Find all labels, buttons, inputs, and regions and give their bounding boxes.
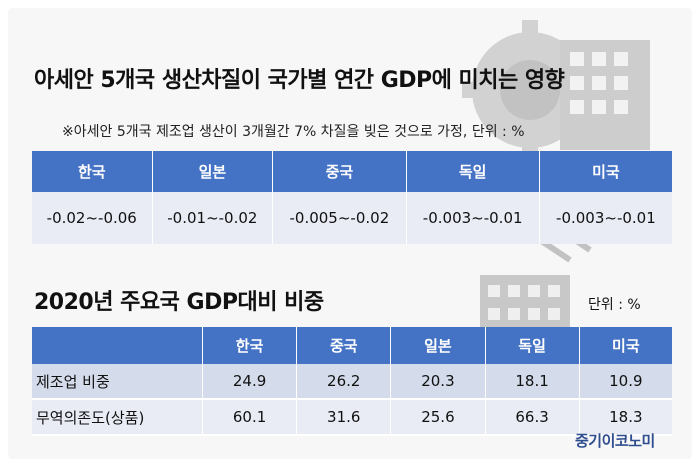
header-cell: 독일: [485, 327, 580, 364]
table-row: -0.02~-0.06 -0.01~-0.02 -0.005~-0.02 -0.…: [32, 192, 672, 244]
value-cell: 66.3: [485, 399, 580, 436]
table-row: 제조업 비중 24.9 26.2 20.3 18.1 10.9: [32, 364, 672, 400]
gdp-impact-table: 한국 일본 중국 독일 미국 -0.02~-0.06 -0.01~-0.02 -…: [32, 151, 672, 244]
value-cell: 60.1: [202, 399, 298, 436]
section1-note: ※아세안 5개국 제조업 생산이 3개월간 7% 차질을 빚은 것으로 가정, …: [62, 124, 525, 140]
header-cell: 일본: [390, 327, 486, 364]
factory-illustration-icon: [462, 20, 650, 335]
header-cell: 중국: [272, 151, 407, 192]
header-blank-cell: [32, 327, 203, 364]
header-cell: 미국: [539, 151, 672, 192]
header-cell: 독일: [406, 151, 540, 192]
row-label: 무역의존도(상품): [32, 399, 203, 436]
section2-title: 2020년 주요국 GDP대비 비중: [34, 290, 324, 315]
value-cell: 18.3: [579, 399, 672, 436]
value-cell: -0.01~-0.02: [152, 192, 274, 244]
value-cell: -0.003~-0.01: [406, 192, 540, 244]
header-cell: 한국: [202, 327, 298, 364]
value-cell: -0.003~-0.01: [539, 192, 672, 244]
value-cell: 26.2: [296, 364, 392, 400]
value-cell: 25.6: [390, 399, 486, 436]
header-cell: 일본: [152, 151, 274, 192]
table-header-row: 한국 일본 중국 독일 미국: [32, 151, 672, 192]
value-cell: 24.9: [202, 364, 298, 400]
header-cell: 중국: [296, 327, 392, 364]
row-label: 제조업 비중: [32, 364, 203, 400]
gdp-share-table: 한국 중국 일본 독일 미국 제조업 비중 24.9 26.2 20.3 18.…: [32, 327, 672, 436]
value-cell: 18.1: [485, 364, 580, 400]
table-header-row: 한국 중국 일본 독일 미국: [32, 327, 672, 364]
table-row: 무역의존도(상품) 60.1 31.6 25.6 66.3 18.3: [32, 399, 672, 436]
header-cell: 미국: [579, 327, 672, 364]
brand-logo: 중기이코노미: [575, 432, 655, 450]
value-cell: 10.9: [579, 364, 672, 400]
value-cell: -0.02~-0.06: [32, 192, 153, 244]
value-cell: -0.005~-0.02: [272, 192, 407, 244]
value-cell: 20.3: [390, 364, 486, 400]
section2-unit: 단위 : %: [588, 297, 641, 313]
value-cell: 31.6: [296, 399, 392, 436]
header-cell: 한국: [32, 151, 153, 192]
section1-title: 아세안 5개국 생산차질이 국가별 연간 GDP에 미치는 영향: [34, 68, 565, 93]
